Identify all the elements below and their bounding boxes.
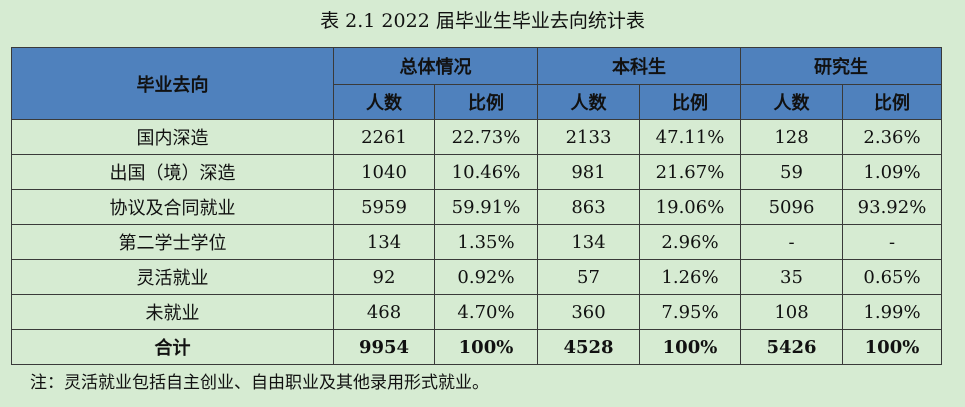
cell-undergrad-ratio: 19.06% (639, 189, 741, 225)
header-group-graduate: 研究生 (740, 47, 942, 85)
cell-graduate-count: 128 (740, 119, 843, 155)
cell-graduate-count: 108 (740, 294, 843, 330)
total-overall-ratio: 100% (434, 329, 538, 365)
cell-overall-count: 134 (333, 224, 435, 260)
cell-overall-ratio: 4.70% (434, 294, 538, 330)
table-row: 第二学士学位 134 1.35% 134 2.96% - - (11, 224, 942, 260)
cell-overall-count: 468 (333, 294, 435, 330)
cell-graduate-ratio: 1.99% (842, 294, 942, 330)
cell-undergrad-count: 360 (537, 294, 640, 330)
cell-undergrad-ratio: 21.67% (639, 154, 741, 190)
row-category: 国内深造 (11, 119, 334, 155)
cell-undergrad-count: 2133 (537, 119, 640, 155)
cell-graduate-ratio: 1.09% (842, 154, 942, 190)
table-row: 国内深造 2261 22.73% 2133 47.11% 128 2.36% (11, 119, 942, 155)
header-count: 人数 (537, 84, 640, 120)
cell-overall-ratio: 1.35% (434, 224, 538, 260)
table-body: 国内深造 2261 22.73% 2133 47.11% 128 2.36% 出… (11, 119, 942, 365)
table-header: 毕业去向 总体情况 本科生 研究生 人数 比例 人数 比例 人数 比例 (11, 47, 942, 120)
row-category: 出国（境）深造 (11, 154, 334, 190)
table-row: 协议及合同就业 5959 59.91% 863 19.06% 5096 93.9… (11, 189, 942, 225)
cell-graduate-ratio: 2.36% (842, 119, 942, 155)
total-overall-count: 9954 (333, 329, 435, 365)
cell-undergrad-count: 863 (537, 189, 640, 225)
total-label: 合计 (11, 329, 334, 365)
header-count: 人数 (740, 84, 843, 120)
row-category: 协议及合同就业 (11, 189, 334, 225)
table-row: 出国（境）深造 1040 10.46% 981 21.67% 59 1.09% (11, 154, 942, 190)
total-row: 合计 9954 100% 4528 100% 5426 100% (11, 329, 942, 365)
row-category: 未就业 (11, 294, 334, 330)
row-category: 灵活就业 (11, 259, 334, 295)
cell-graduate-ratio: - (842, 224, 942, 260)
header-destination: 毕业去向 (11, 47, 334, 120)
header-count: 人数 (333, 84, 435, 120)
cell-graduate-ratio: 93.92% (842, 189, 942, 225)
cell-undergrad-ratio: 47.11% (639, 119, 741, 155)
cell-overall-ratio: 10.46% (434, 154, 538, 190)
total-graduate-ratio: 100% (842, 329, 942, 365)
total-graduate-count: 5426 (740, 329, 843, 365)
cell-undergrad-count: 981 (537, 154, 640, 190)
total-undergrad-ratio: 100% (639, 329, 741, 365)
cell-undergrad-count: 134 (537, 224, 640, 260)
graduate-destination-table: 毕业去向 总体情况 本科生 研究生 人数 比例 人数 比例 人数 比例 国内深造… (11, 47, 942, 365)
header-group-undergraduate: 本科生 (537, 47, 741, 85)
cell-graduate-count: - (740, 224, 843, 260)
header-ratio: 比例 (842, 84, 942, 120)
cell-graduate-count: 35 (740, 259, 843, 295)
table-row: 未就业 468 4.70% 360 7.95% 108 1.99% (11, 294, 942, 330)
cell-graduate-count: 59 (740, 154, 843, 190)
cell-undergrad-ratio: 1.26% (639, 259, 741, 295)
table-row: 灵活就业 92 0.92% 57 1.26% 35 0.65% (11, 259, 942, 295)
cell-overall-ratio: 22.73% (434, 119, 538, 155)
cell-overall-count: 92 (333, 259, 435, 295)
cell-overall-count: 5959 (333, 189, 435, 225)
header-ratio: 比例 (434, 84, 538, 120)
cell-overall-count: 1040 (333, 154, 435, 190)
header-row-groups: 毕业去向 总体情况 本科生 研究生 (11, 47, 942, 120)
header-group-overall: 总体情况 (333, 47, 538, 85)
cell-overall-ratio: 0.92% (434, 259, 538, 295)
cell-undergrad-ratio: 7.95% (639, 294, 741, 330)
header-ratio: 比例 (639, 84, 741, 120)
table-footnote: 注：灵活就业包括自主创业、自由职业及其他录用形式就业。 (30, 373, 489, 393)
row-category: 第二学士学位 (11, 224, 334, 260)
cell-undergrad-ratio: 2.96% (639, 224, 741, 260)
table-caption: 表 2.1 2022 届毕业生毕业去向统计表 (320, 10, 645, 32)
cell-graduate-ratio: 0.65% (842, 259, 942, 295)
cell-undergrad-count: 57 (537, 259, 640, 295)
cell-graduate-count: 5096 (740, 189, 843, 225)
total-undergrad-count: 4528 (537, 329, 640, 365)
cell-overall-count: 2261 (333, 119, 435, 155)
cell-overall-ratio: 59.91% (434, 189, 538, 225)
header-row-metrics: 人数 比例 人数 比例 人数 比例 (12, 84, 942, 120)
